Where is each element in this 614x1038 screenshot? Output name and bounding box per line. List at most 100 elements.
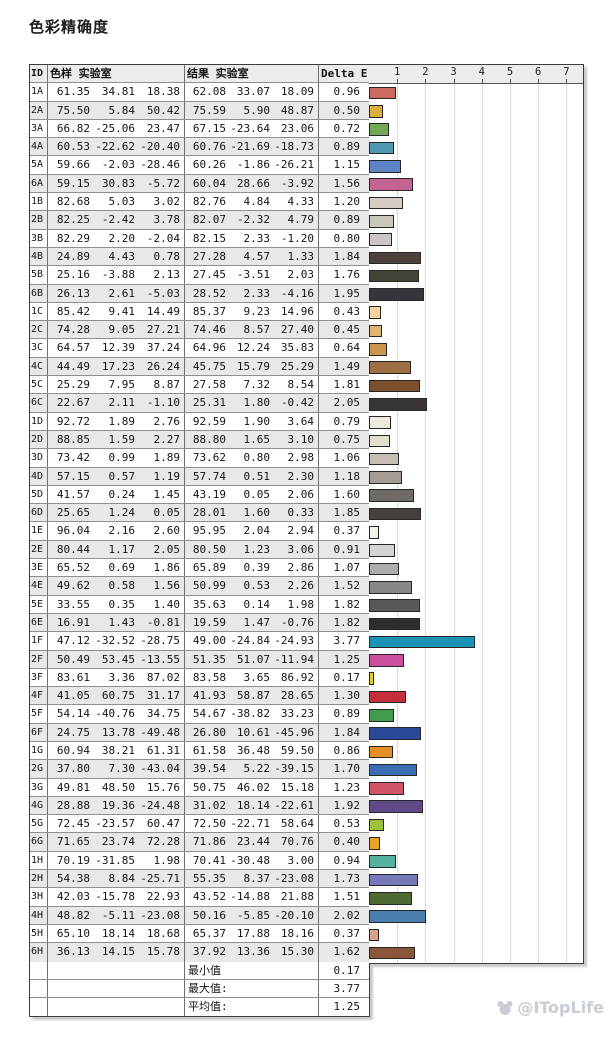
table-row: 5C 25.29 7.95 8.87 27.58 7.32 8.54 1.81 <box>30 376 369 395</box>
table-row: 5D 41.57 0.24 1.45 43.19 0.05 2.06 1.60 <box>30 485 369 505</box>
table-row: 2D 88.85 1.59 2.27 88.80 1.65 3.10 0.75 <box>30 430 369 450</box>
result-a: 1.90 <box>243 414 271 428</box>
result-lab-values: 27.28 4.57 1.33 <box>185 247 319 266</box>
result-b: 70.76 <box>280 835 314 849</box>
result-l: 85.37 <box>192 304 226 318</box>
delta-e-bar <box>369 324 382 338</box>
bar-row <box>369 194 583 212</box>
sample-lab-values: 65.52 0.69 1.86 <box>48 559 185 577</box>
result-b: -1.20 <box>280 231 314 245</box>
result-lab-values: 35.63 0.14 1.98 <box>185 595 319 613</box>
bar-row <box>369 487 583 505</box>
result-a: 23.44 <box>236 835 270 849</box>
table-row: 4B 24.89 4.43 0.78 27.28 4.57 1.33 1.84 <box>30 247 369 267</box>
result-a: 0.14 <box>243 597 271 611</box>
sample-b: 1.86 <box>153 561 181 575</box>
gridline <box>481 84 483 963</box>
result-lab-values: 55.35 8.37 -23.08 <box>185 870 319 888</box>
table-row: 6H 36.13 14.15 15.78 37.92 13.36 15.30 1… <box>30 943 369 962</box>
table-row: 5F 54.14 -40.76 34.75 54.67 -38.82 33.23… <box>30 705 369 724</box>
sample-lab-values: 24.89 4.43 0.78 <box>48 247 185 266</box>
row-id: 5F <box>30 705 48 723</box>
sample-l: 50.49 <box>56 652 90 666</box>
sample-lab-values: 57.15 0.57 1.19 <box>48 467 185 485</box>
result-l: 31.02 <box>192 798 226 812</box>
sample-a: 7.30 <box>108 762 136 776</box>
watermark-panda-icon <box>497 1000 513 1015</box>
row-id: 5G <box>30 815 48 833</box>
gridline <box>510 84 511 963</box>
delta-e-value: 1.73 <box>333 872 361 886</box>
result-a: 0.05 <box>243 487 271 501</box>
result-lab-values: 57.74 0.51 2.30 <box>185 467 319 485</box>
row-id: 1F <box>30 632 48 650</box>
sample-b: 31.17 <box>146 689 180 703</box>
row-id: 1C <box>30 302 48 321</box>
sample-l: 24.89 <box>56 249 90 263</box>
sample-b: 14.49 <box>146 304 180 318</box>
delta-e-bar <box>369 160 402 173</box>
delta-e-bar <box>369 763 417 777</box>
table-row: 2F 50.49 53.45 -13.55 51.35 51.07 -11.94… <box>30 650 369 669</box>
delta-e-bar <box>369 196 403 210</box>
sample-lab-values: 37.80 7.30 -43.04 <box>48 760 185 778</box>
sample-a: 1.59 <box>108 432 136 446</box>
result-a: 0.51 <box>243 469 271 483</box>
result-a: 46.02 <box>236 780 270 794</box>
sample-l: 22.67 <box>56 396 90 410</box>
result-a: 4.57 <box>243 249 271 263</box>
result-l: 72.50 <box>192 817 226 831</box>
sample-lab-values: 60.94 38.21 61.31 <box>48 741 185 760</box>
result-lab-values: 50.99 0.53 2.26 <box>185 577 319 595</box>
delta-e-bar <box>369 690 406 704</box>
result-l: 95.95 <box>192 524 226 538</box>
result-b: 3.10 <box>287 432 315 446</box>
row-id: 3D <box>30 449 48 467</box>
sample-b: 1.98 <box>153 853 181 867</box>
result-l: 19.59 <box>192 615 226 629</box>
delta-e-value: 0.45 <box>333 323 361 337</box>
delta-e-bar <box>369 672 374 685</box>
result-l: 88.80 <box>192 432 226 446</box>
delta-e-value: 0.40 <box>333 835 361 849</box>
delta-e-bar <box>369 873 418 887</box>
result-b: -45.96 <box>274 725 314 739</box>
table-row: 3H 42.03 -15.78 22.93 43.52 -14.88 21.88… <box>30 888 369 907</box>
delta-e-value: 0.91 <box>333 542 361 556</box>
sample-a: 7.95 <box>108 378 136 392</box>
result-l: 55.35 <box>192 872 226 886</box>
row-id: 4G <box>30 796 48 815</box>
table-row: 1D 92.72 1.89 2.76 92.59 1.90 3.64 0.79 <box>30 412 369 431</box>
watermark-text: @ITopLife <box>517 998 604 1017</box>
sample-l: 25.65 <box>56 506 90 520</box>
row-id: 5H <box>30 924 48 943</box>
table-row: 1A 61.35 34.81 18.38 62.08 33.07 18.09 0… <box>30 83 369 102</box>
bar-row <box>369 304 583 322</box>
sample-b: 3.78 <box>153 213 181 227</box>
delta-e-bar <box>369 910 426 923</box>
sample-a: 5.84 <box>108 103 136 117</box>
table-row: 1F 47.12 -32.52 -28.75 49.00 -24.84 -24.… <box>30 632 369 651</box>
result-l: 37.92 <box>192 945 226 959</box>
result-l: 50.16 <box>192 908 226 922</box>
sample-a: 19.36 <box>101 798 135 812</box>
chart-axis: 1 2 3 4 5 6 7 <box>369 65 583 85</box>
bar-row <box>369 688 583 706</box>
axis-tick-label: 5 <box>506 66 514 78</box>
result-l: 73.62 <box>192 451 226 465</box>
delta-e-value: 1.62 <box>333 945 361 959</box>
table-rows: 1A 61.35 34.81 18.38 62.08 33.07 18.09 0… <box>30 83 369 962</box>
row-id: 6A <box>30 174 48 193</box>
row-id: 3H <box>30 888 48 906</box>
result-a: -2.32 <box>236 213 270 227</box>
bar-row <box>369 633 583 651</box>
result-a: 0.80 <box>243 451 271 465</box>
result-lab-values: 74.46 8.57 27.40 <box>185 321 319 339</box>
table-row: 5B 25.16 -3.88 2.13 27.45 -3.51 2.03 1.7… <box>30 266 369 285</box>
result-b: -20.10 <box>274 908 314 922</box>
sample-b: 87.02 <box>146 670 180 684</box>
result-lab-values: 60.76 -21.69 -18.73 <box>185 138 319 156</box>
table-row: 3C 64.57 12.39 37.24 64.96 12.24 35.83 0… <box>30 339 369 358</box>
delta-e-bar <box>369 562 400 576</box>
sample-a: -31.85 <box>95 853 135 867</box>
